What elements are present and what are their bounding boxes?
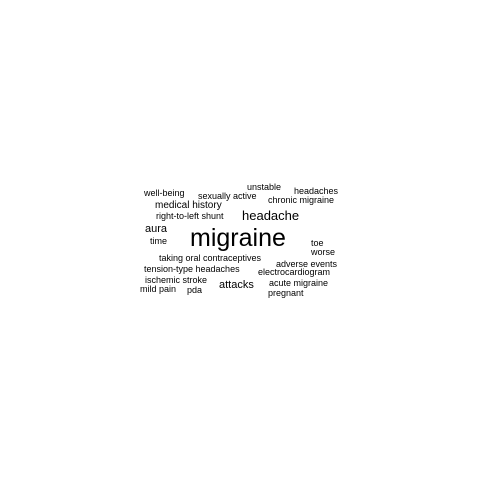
word-mild-pain: mild pain [140,284,177,294]
word-migraine: migraine [190,224,286,252]
word-unstable: unstable [247,182,282,192]
word-electrocardiogram: electrocardiogram [258,267,331,277]
word-chronic-migraine: chronic migraine [268,195,335,205]
word-tension-type-headaches: tension-type headaches [144,264,240,274]
word-right-to-left-shunt: right-to-left shunt [156,211,224,221]
word-time: time [150,236,168,246]
word-medical-history: medical history [155,200,222,211]
word-worse: worse [311,247,336,257]
word-toe: toe [311,238,324,248]
word-well-being: well-being [144,188,185,198]
word-pregnant: pregnant [268,288,304,298]
word-ischemic-stroke: ischemic stroke [145,275,208,285]
word-attacks: attacks [219,279,254,291]
word-aura: aura [145,223,168,235]
word-sexually-active: sexually active [198,191,257,201]
word-headaches: headaches [294,186,339,196]
word-taking-oral-contraceptives: taking oral contraceptives [159,253,262,263]
word-headache: headache [242,208,300,223]
word-pda: pda [187,285,203,295]
word-acute-migraine: acute migraine [269,278,329,288]
word-adverse-events: adverse events [276,259,338,269]
